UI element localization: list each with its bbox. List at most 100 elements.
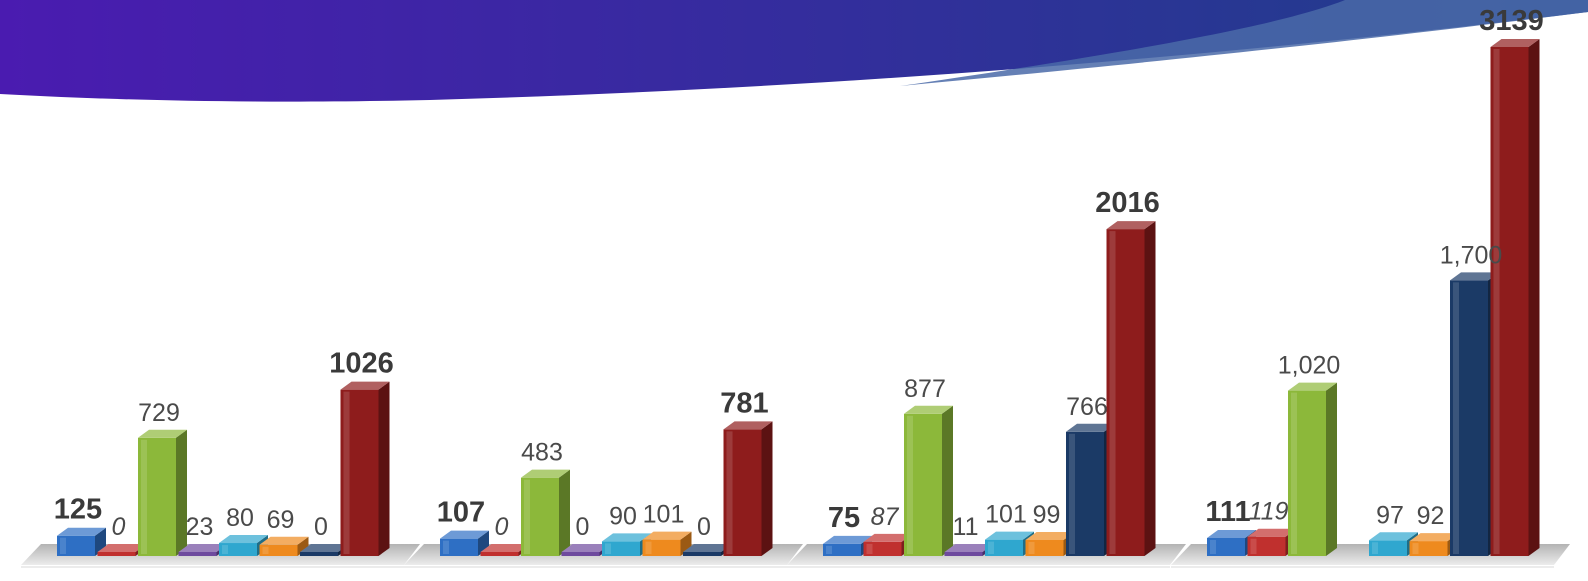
- data-label: 0: [697, 513, 711, 541]
- bar-top: [561, 544, 611, 552]
- data-label: 781: [720, 387, 768, 419]
- bar: [138, 429, 187, 556]
- bar-top: [904, 405, 953, 414]
- bar-top: [1409, 533, 1459, 542]
- bar-highlight: [645, 541, 652, 554]
- data-label: 11: [953, 513, 979, 541]
- bar-top: [480, 544, 530, 552]
- bar-top: [823, 535, 872, 544]
- data-label: 0: [314, 513, 328, 541]
- data-label: 90: [609, 502, 637, 530]
- bar: [1409, 533, 1459, 556]
- data-label: 75: [828, 502, 860, 534]
- bar-front: [1409, 541, 1448, 556]
- data-label: 101: [985, 501, 1027, 529]
- bar-front: [944, 552, 983, 556]
- bar-highlight: [726, 431, 733, 554]
- bar-front: [219, 543, 257, 556]
- bar-top: [138, 429, 187, 438]
- banner-band: [0, 0, 1588, 102]
- bar-top: [1106, 221, 1156, 230]
- bar: [642, 531, 692, 556]
- bar: [340, 381, 390, 556]
- bar-front: [1247, 536, 1286, 556]
- bar-top: [57, 527, 106, 536]
- bar-front: [602, 541, 640, 556]
- data-label: 0: [112, 513, 126, 541]
- data-label: 877: [904, 375, 946, 403]
- bar-highlight: [988, 541, 994, 554]
- bar-top: [1288, 382, 1337, 391]
- bar: [1106, 221, 1156, 556]
- bar-highlight: [826, 545, 832, 554]
- data-label: 125: [54, 494, 102, 526]
- bar-highlight: [524, 479, 530, 554]
- bar: [1288, 382, 1337, 556]
- bar-top: [1025, 531, 1075, 540]
- bar-top: [97, 544, 147, 552]
- bar-top: [642, 531, 692, 540]
- data-label: 69: [267, 506, 295, 534]
- bar-side: [559, 469, 570, 556]
- bar-highlight: [1291, 392, 1297, 554]
- bar-highlight: [1069, 433, 1075, 554]
- bar-highlight: [343, 391, 350, 554]
- banner-swoosh: [900, 0, 1588, 86]
- bar-side: [942, 405, 953, 556]
- bar-front: [480, 552, 519, 556]
- data-label: 1,020: [1278, 352, 1341, 380]
- bar-highlight: [907, 415, 913, 554]
- data-label: 1026: [329, 348, 394, 380]
- bar-front: [57, 535, 95, 556]
- bar-highlight: [1250, 538, 1257, 554]
- bar-top: [1490, 39, 1540, 47]
- data-label: 111: [1205, 496, 1250, 528]
- bar: [1490, 39, 1540, 556]
- bar-front: [683, 552, 721, 556]
- bar-front: [642, 539, 681, 556]
- data-label: 729: [138, 399, 180, 427]
- bar-side: [1144, 221, 1156, 556]
- bar-highlight: [866, 543, 873, 554]
- data-label: 2016: [1095, 187, 1160, 219]
- bar-highlight: [443, 540, 449, 554]
- bar-top: [219, 535, 268, 544]
- bar-highlight: [1372, 542, 1378, 554]
- bar-highlight: [1028, 541, 1035, 554]
- bar-front: [823, 543, 861, 556]
- bar-front: [1369, 540, 1407, 556]
- data-label: 1,700: [1440, 241, 1503, 269]
- bar-front: [561, 552, 600, 556]
- data-label: 97: [1376, 501, 1404, 529]
- bar-front: [1025, 539, 1064, 556]
- bar-top: [340, 381, 390, 390]
- data-label: 80: [226, 504, 254, 532]
- header-banner: [0, 0, 1588, 102]
- bar-top: [1450, 272, 1499, 281]
- bar-front: [178, 552, 217, 556]
- data-label: 766: [1066, 393, 1108, 421]
- data-label: 3139: [1479, 5, 1544, 37]
- bar-top: [300, 544, 349, 552]
- bar-front: [863, 541, 902, 556]
- bar-front: [1207, 538, 1245, 556]
- bar-highlight: [1210, 540, 1216, 554]
- bar-highlight: [262, 546, 269, 554]
- bar-side: [176, 429, 187, 556]
- bar-highlight: [1412, 543, 1419, 554]
- bar-side: [297, 536, 309, 556]
- bar-side: [378, 381, 390, 556]
- bar-top: [602, 533, 651, 542]
- bar-highlight: [60, 537, 66, 554]
- bars-layer: [57, 39, 1540, 556]
- bar-front: [259, 544, 298, 556]
- data-label: 0: [576, 513, 590, 541]
- bar-top: [440, 530, 489, 539]
- bar-top: [1369, 532, 1418, 541]
- bar-top: [723, 421, 773, 430]
- bar-front: [300, 552, 338, 556]
- bar: [57, 527, 106, 556]
- bar-front: [985, 539, 1023, 556]
